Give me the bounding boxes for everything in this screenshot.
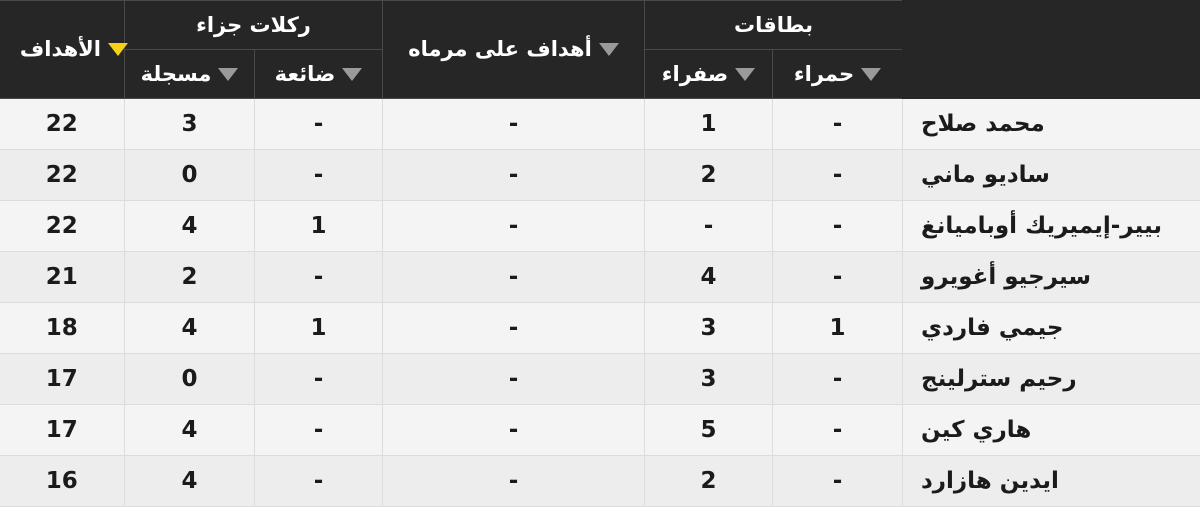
cell-penalties-missed: - — [254, 251, 383, 303]
cell-penalties-scored: 4 — [123, 302, 256, 354]
cell-yellow-cards: 2 — [644, 149, 773, 201]
header-red-cards-label: حمراء — [793, 61, 855, 86]
cell-penalties-missed: - — [254, 149, 383, 201]
cell-own-goals: - — [382, 149, 645, 201]
cell-yellow-cards: 2 — [644, 455, 773, 507]
cell-own-goals: - — [382, 455, 645, 507]
cell-penalties-scored: 3 — [123, 98, 256, 150]
table-row[interactable]: محمد صلاح -1- -3 22 — [0, 98, 1200, 150]
cell-goals: 22 — [0, 98, 125, 150]
cell-penalties-missed: - — [254, 404, 383, 456]
cell-yellow-cards: 1 — [644, 98, 773, 150]
cell-red-cards: - — [772, 404, 903, 456]
cell-goals: 22 — [0, 149, 125, 201]
header-own-goals-label: أهداف على مرماه — [408, 37, 592, 61]
cell-penalties-scored: 0 — [123, 149, 256, 201]
header-goals-label: الأهداف — [19, 37, 101, 61]
cell-player: جيمي فاردي — [902, 302, 1200, 354]
cell-goals: 21 — [0, 251, 125, 303]
triangle-down-icon[interactable] — [861, 67, 882, 81]
table-row[interactable]: رحيم سترلينج -3- -0 17 — [0, 353, 1200, 405]
header-penalties-scored[interactable]: مسجلة — [123, 49, 256, 99]
cell-red-cards: 1 — [772, 302, 903, 354]
header-penalties-scored-label: مسجلة — [140, 61, 212, 86]
cell-player: محمد صلاح — [902, 98, 1200, 150]
cell-yellow-cards: 3 — [644, 353, 773, 405]
table-row[interactable]: جيمي فاردي 1 3-1 4 18 — [0, 302, 1200, 354]
cell-own-goals: - — [382, 200, 645, 252]
header-group-cards: بطاقات — [644, 0, 903, 50]
cell-player: هاري كين — [902, 404, 1200, 456]
header-own-goals[interactable]: أهداف على مرماه — [382, 0, 645, 99]
cell-penalties-missed: - — [254, 455, 383, 507]
cell-penalties-missed: 1 — [254, 200, 383, 252]
cell-own-goals: - — [382, 353, 645, 405]
cell-yellow-cards: 4 — [644, 251, 773, 303]
cell-own-goals: - — [382, 302, 645, 354]
header-player-column — [902, 0, 1200, 99]
table-header: بطاقات أهداف على مرماه ركلات جزاء الأهدا… — [0, 0, 1200, 99]
triangle-down-icon[interactable] — [735, 67, 756, 81]
cell-player: ساديو ماني — [902, 149, 1200, 201]
triangle-down-icon[interactable] — [598, 43, 619, 56]
cell-penalties-missed: - — [254, 353, 383, 405]
cell-player: ايدين هازارد — [902, 455, 1200, 507]
cell-own-goals: - — [382, 404, 645, 456]
cell-red-cards: - — [772, 353, 903, 405]
cell-red-cards: - — [772, 251, 903, 303]
cell-penalties-missed: 1 — [254, 302, 383, 354]
header-penalties-missed-label: ضائعة — [274, 61, 336, 86]
cell-player: سيرجيو أغويرو — [902, 251, 1200, 303]
cell-player: بيير-إيميريك أوباميانغ — [902, 200, 1200, 252]
cell-penalties-scored: 4 — [123, 404, 256, 456]
cell-goals: 17 — [0, 404, 125, 456]
header-red-cards[interactable]: حمراء — [772, 49, 903, 99]
table-row[interactable]: سيرجيو أغويرو -4- -2 21 — [0, 251, 1200, 303]
cell-penalties-scored: 0 — [123, 353, 256, 405]
cell-penalties-scored: 4 — [123, 200, 256, 252]
cell-penalties-scored: 4 — [123, 455, 256, 507]
header-group-cards-label: بطاقات — [734, 13, 813, 37]
table-row[interactable]: ايدين هازارد -2- -4 16 — [0, 455, 1200, 507]
cell-yellow-cards: - — [644, 200, 773, 252]
cell-red-cards: - — [772, 98, 903, 150]
cell-goals: 18 — [0, 302, 125, 354]
cell-penalties-scored: 2 — [123, 251, 256, 303]
cell-goals: 16 — [0, 455, 125, 507]
cell-yellow-cards: 3 — [644, 302, 773, 354]
table-row[interactable]: هاري كين -5- -4 17 — [0, 404, 1200, 456]
cell-red-cards: - — [772, 149, 903, 201]
header-group-penalties: ركلات جزاء — [123, 0, 384, 50]
header-yellow-cards[interactable]: صفراء — [644, 49, 773, 99]
header-sub-row: حمراء صفراء ضائعة مسجلة — [0, 49, 1200, 99]
table-row[interactable]: بيير-إيميريك أوباميانغ - - -1 4 22 — [0, 200, 1200, 252]
cell-yellow-cards: 5 — [644, 404, 773, 456]
cell-goals: 17 — [0, 353, 125, 405]
table-body: محمد صلاح -1- -3 22 ساديو ماني -2- -0 22 بيير-إي… — [0, 98, 1200, 507]
cell-own-goals: - — [382, 98, 645, 150]
triangle-down-icon[interactable] — [218, 67, 239, 81]
cell-red-cards: - — [772, 455, 903, 507]
cell-red-cards: - — [772, 200, 903, 252]
header-group-row: بطاقات أهداف على مرماه ركلات جزاء الأهدا… — [0, 0, 1200, 99]
cell-goals: 22 — [0, 200, 125, 252]
cell-own-goals: - — [382, 251, 645, 303]
cell-player: رحيم سترلينج — [902, 353, 1200, 405]
cell-penalties-missed: - — [254, 98, 383, 150]
header-group-penalties-label: ركلات جزاء — [196, 13, 311, 37]
table-row[interactable]: ساديو ماني -2- -0 22 — [0, 149, 1200, 201]
header-yellow-cards-label: صفراء — [661, 61, 729, 86]
triangle-down-icon[interactable] — [107, 43, 128, 56]
header-penalties-missed[interactable]: ضائعة — [254, 49, 383, 99]
header-goals[interactable]: الأهداف — [0, 0, 128, 99]
triangle-down-icon[interactable] — [342, 67, 363, 81]
